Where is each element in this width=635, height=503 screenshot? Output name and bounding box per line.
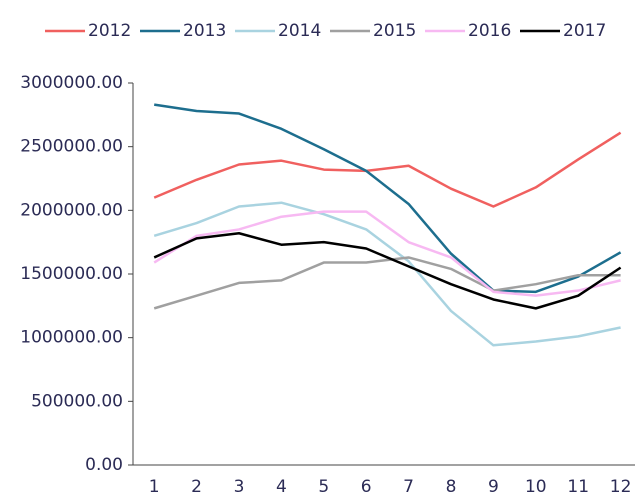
y-tick-label: 0.00 <box>85 455 123 475</box>
x-tick-label: 12 <box>610 477 632 497</box>
x-tick-label: 8 <box>446 477 457 497</box>
x-tick-label: 4 <box>276 477 287 497</box>
y-tick-label: 500000.00 <box>31 391 123 411</box>
legend-label: 2014 <box>278 21 321 41</box>
series-line <box>153 210 621 297</box>
x-tick-label: 11 <box>567 477 589 497</box>
x-tick-label: 2 <box>191 477 202 497</box>
y-tick-label: 3000000.00 <box>20 73 123 93</box>
x-tick-label: 6 <box>361 477 372 497</box>
legend-label: 2012 <box>88 21 131 41</box>
x-tick-label: 3 <box>234 477 245 497</box>
x-tick-label: 7 <box>403 477 414 497</box>
y-tick-label: 2000000.00 <box>20 200 123 220</box>
legend-label: 2013 <box>183 21 226 41</box>
x-tick-label: 10 <box>525 477 547 497</box>
series-line <box>154 103 622 294</box>
series-line <box>153 232 622 310</box>
series-line <box>153 256 621 310</box>
series-line <box>153 201 621 347</box>
x-tick-label: 9 <box>488 477 499 497</box>
y-tick-label: 2500000.00 <box>20 137 123 157</box>
x-tick-label: 5 <box>318 477 329 497</box>
legend-label: 2017 <box>563 21 606 41</box>
y-tick-label: 1500000.00 <box>20 264 123 284</box>
legend-label: 2015 <box>373 21 416 41</box>
y-tick-label: 1000000.00 <box>20 328 123 348</box>
series-line <box>153 131 622 208</box>
legend-label: 2016 <box>468 21 511 41</box>
x-tick-label: 1 <box>149 477 160 497</box>
